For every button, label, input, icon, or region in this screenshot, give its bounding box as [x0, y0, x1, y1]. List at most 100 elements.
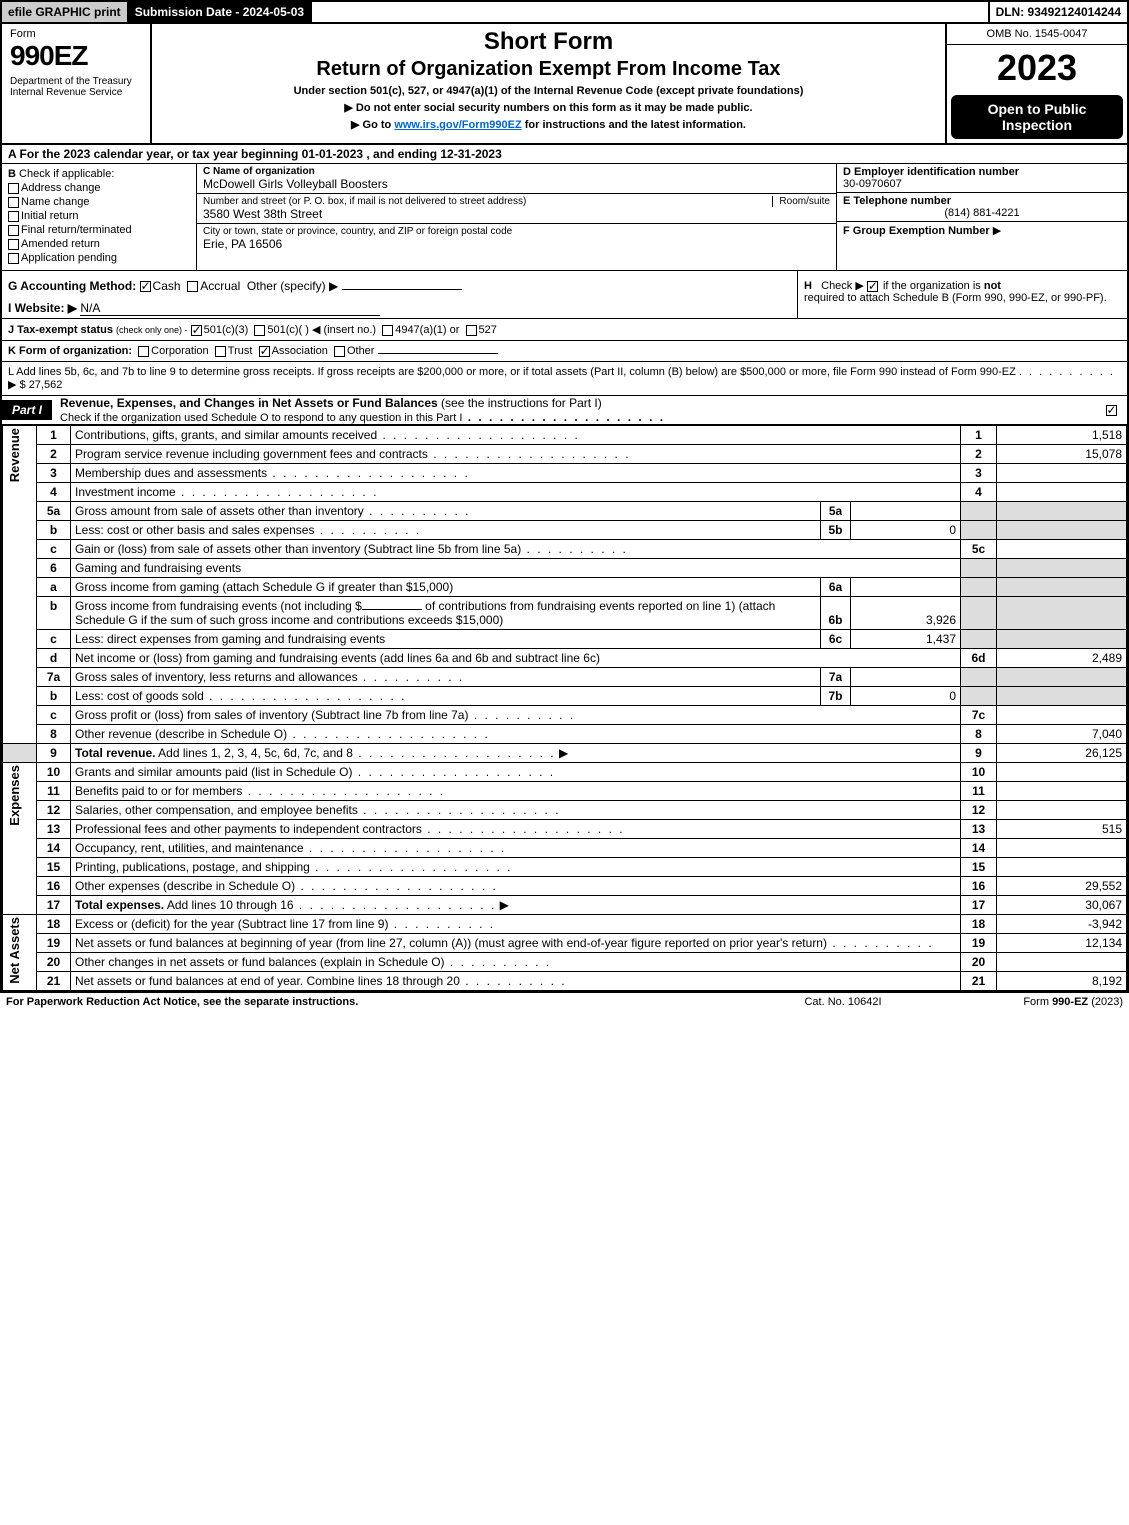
cash-label: Cash [153, 279, 181, 293]
dln-number: DLN: 93492124014244 [988, 2, 1127, 22]
website-value: N/A [80, 301, 380, 316]
fundraising-contrib-input[interactable] [362, 609, 422, 610]
expenses-section-label: Expenses [7, 765, 22, 826]
table-row: 19Net assets or fund balances at beginni… [3, 934, 1127, 953]
checkbox-527[interactable] [466, 325, 477, 336]
column-b: B Check if applicable: Address change Na… [2, 164, 197, 270]
g-label: G Accounting Method: [8, 279, 136, 293]
checkbox-trust[interactable] [215, 346, 226, 357]
open-to-public-badge: Open to Public Inspection [951, 95, 1123, 139]
opt-trust: Trust [228, 345, 253, 357]
checkbox-501c3[interactable] [191, 325, 202, 336]
b-label: B [8, 168, 16, 180]
checkbox-amended-return[interactable]: Amended return [8, 238, 190, 250]
column-def: D Employer identification number 30-0970… [837, 164, 1127, 270]
tax-year: 2023 [947, 45, 1127, 91]
other-specify-input[interactable] [342, 289, 462, 290]
column-c: C Name of organization McDowell Girls Vo… [197, 164, 837, 270]
line-i: I Website: ▶ N/A [8, 301, 791, 316]
table-row: cLess: direct expenses from gaming and f… [3, 630, 1127, 649]
table-row: aGross income from gaming (attach Schedu… [3, 578, 1127, 597]
table-row: 8Other revenue (describe in Schedule O)8… [3, 725, 1127, 744]
other-specify-label: Other (specify) [247, 279, 326, 293]
page-footer: For Paperwork Reduction Act Notice, see … [0, 993, 1129, 1011]
line-l: L Add lines 5b, 6c, and 7b to line 9 to … [2, 362, 1127, 396]
ein-label: D Employer identification number [843, 166, 1121, 178]
checkbox-corporation[interactable] [138, 346, 149, 357]
checkbox-schedule-b-not-required[interactable] [867, 281, 878, 292]
netassets-section-label: Net Assets [7, 917, 22, 984]
omb-number: OMB No. 1545-0047 [947, 24, 1127, 45]
footer-cat-no: Cat. No. 10642I [743, 996, 943, 1008]
ein-value: 30-0970607 [843, 178, 1121, 190]
table-row: Net Assets 18Excess or (deficit) for the… [3, 915, 1127, 934]
checkbox-application-pending[interactable]: Application pending [8, 252, 190, 264]
table-row: 3Membership dues and assessments3 [3, 464, 1127, 483]
submission-date: Submission Date - 2024-05-03 [129, 2, 312, 22]
line-desc: Contributions, gifts, grants, and simila… [75, 428, 580, 442]
subtitle-section: Under section 501(c), 527, or 4947(a)(1)… [160, 85, 937, 97]
goto-prefix: Go to [363, 119, 395, 131]
table-row: 20Other changes in net assets or fund ba… [3, 953, 1127, 972]
title-return: Return of Organization Exempt From Incom… [160, 58, 937, 81]
top-bar: efile GRAPHIC print Submission Date - 20… [2, 2, 1127, 24]
j-hint: (check only one) - [116, 325, 188, 335]
table-row: 7aGross sales of inventory, less returns… [3, 668, 1127, 687]
footer-form-ref: Form 990-EZ (2023) [943, 996, 1123, 1008]
line-k: K Form of organization: Corporation Trus… [2, 341, 1127, 362]
other-org-input[interactable] [378, 353, 498, 354]
section-a-tax-year: A For the 2023 calendar year, or tax yea… [2, 145, 1127, 164]
department-text: Department of the Treasury Internal Reve… [10, 76, 142, 98]
irs-link[interactable]: www.irs.gov/Form990EZ [394, 119, 521, 131]
line-g-h-row: G Accounting Method: Cash Accrual Other … [2, 271, 1127, 319]
check-if-applicable: Check if applicable: [19, 168, 114, 180]
checkbox-initial-return[interactable]: Initial return [8, 210, 190, 222]
table-row: 11Benefits paid to or for members11 [3, 782, 1127, 801]
lines-table: Revenue 1 Contributions, gifts, grants, … [2, 425, 1127, 991]
header-right: OMB No. 1545-0047 2023 Open to Public In… [947, 24, 1127, 143]
line-ref: 1 [961, 426, 997, 445]
checkbox-final-return[interactable]: Final return/terminated [8, 224, 190, 236]
checkbox-schedule-o-used[interactable] [1106, 405, 1117, 416]
h-text2: if the organization is [883, 280, 984, 292]
revenue-section-label: Revenue [7, 428, 22, 482]
line-num: 1 [37, 426, 71, 445]
opt-corporation: Corporation [151, 345, 208, 357]
street-address: 3580 West 38th Street [203, 207, 830, 221]
title-short-form: Short Form [160, 28, 937, 56]
table-row: cGross profit or (loss) from sales of in… [3, 706, 1127, 725]
i-label: I Website: ▶ [8, 301, 77, 315]
checkbox-name-change[interactable]: Name change [8, 196, 190, 208]
table-row: 17Total expenses. Add lines 10 through 1… [3, 896, 1127, 915]
header-middle: Short Form Return of Organization Exempt… [152, 24, 947, 143]
table-row: 13Professional fees and other payments t… [3, 820, 1127, 839]
goto-suffix: for instructions and the latest informat… [522, 119, 746, 131]
part-i-header: Part I Revenue, Expenses, and Changes in… [2, 396, 1127, 425]
checkbox-accrual[interactable] [187, 281, 198, 292]
l-amount: $ 27,562 [20, 379, 63, 391]
h-not: not [984, 280, 1001, 292]
table-row: Expenses 10Grants and similar amounts pa… [3, 763, 1127, 782]
group-exemption-label: F Group Exemption Number [843, 225, 990, 237]
efile-print-button[interactable]: efile GRAPHIC print [2, 2, 129, 22]
checkbox-association[interactable] [259, 346, 270, 357]
checkbox-4947a1[interactable] [382, 325, 393, 336]
opt-other-org: Other [347, 345, 375, 357]
h-check-prefix: Check ▶ [821, 280, 864, 292]
form-word: Form [10, 28, 142, 40]
table-row: bLess: cost or other basis and sales exp… [3, 521, 1127, 540]
opt-501c-hint: ◀ (insert no.) [312, 324, 376, 336]
table-row: Revenue 1 Contributions, gifts, grants, … [3, 426, 1127, 445]
group-exemption-arrow: ▶ [993, 225, 1001, 237]
table-row: dNet income or (loss) from gaming and fu… [3, 649, 1127, 668]
h-text3: required to attach Schedule B (Form 990,… [804, 292, 1121, 304]
table-row: 9Total revenue. Add lines 1, 2, 3, 4, 5c… [3, 744, 1127, 763]
checkbox-other-org[interactable] [334, 346, 345, 357]
city-state-zip: Erie, PA 16506 [203, 237, 830, 251]
checkbox-address-change[interactable]: Address change [8, 182, 190, 194]
line-amount: 1,518 [997, 426, 1127, 445]
line-j: J Tax-exempt status (check only one) - 5… [2, 319, 1127, 341]
opt-527: 527 [479, 324, 497, 336]
checkbox-cash[interactable] [140, 281, 151, 292]
checkbox-501c[interactable] [254, 325, 265, 336]
